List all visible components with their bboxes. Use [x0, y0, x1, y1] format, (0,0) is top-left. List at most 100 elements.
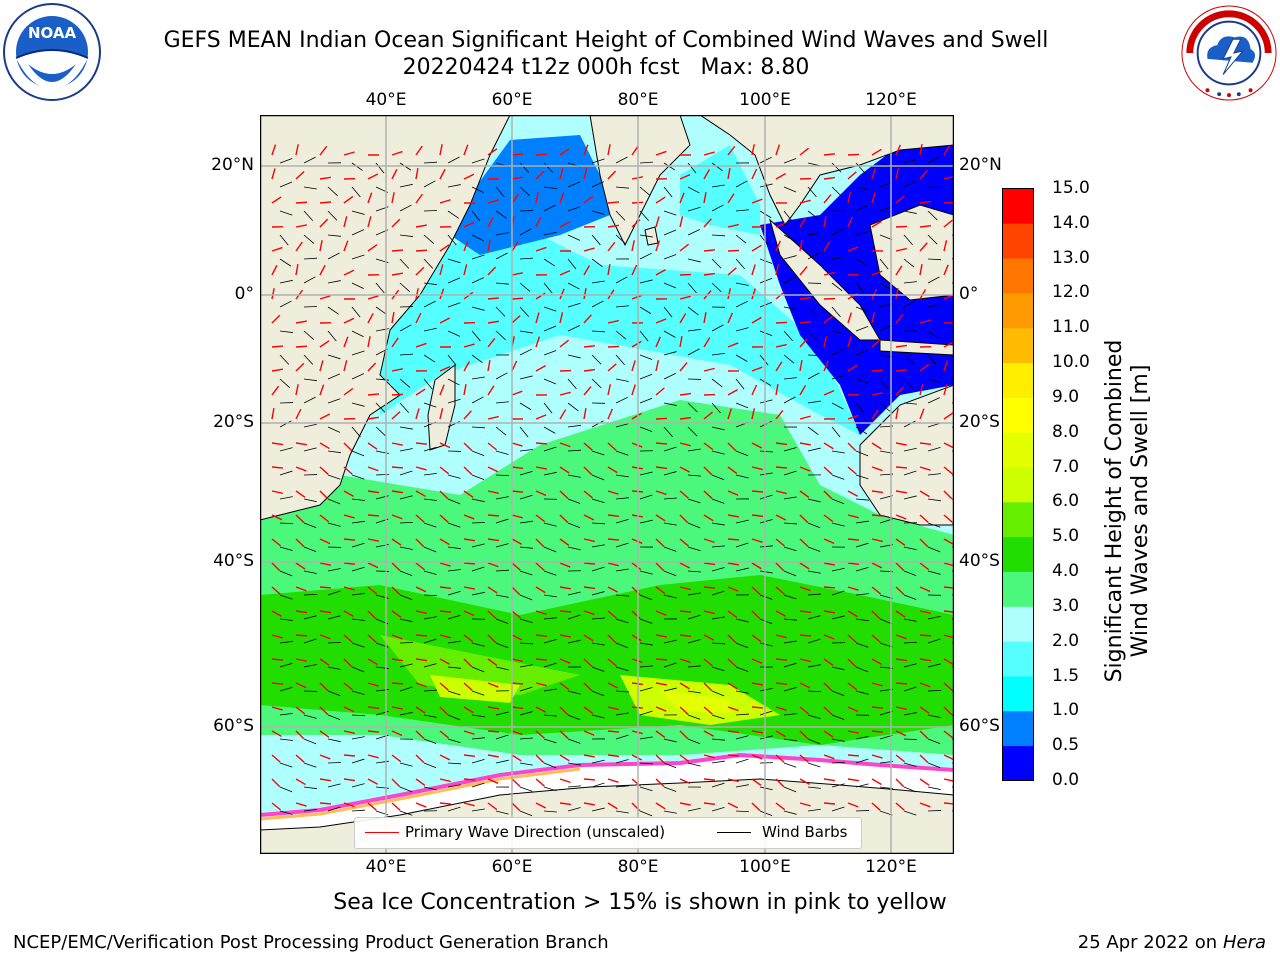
wind-barb	[639, 373, 653, 380]
wave-direction-arrow	[583, 778, 596, 781]
wind-barb	[831, 228, 844, 236]
wind-barb	[423, 210, 438, 212]
wind-barb	[783, 396, 796, 404]
wind-barb	[663, 662, 677, 668]
wave-direction-arrow	[583, 490, 593, 499]
wave-direction-arrow	[727, 490, 739, 496]
colorbar-tick-label: 3.0	[1052, 595, 1080, 616]
wind-barb	[759, 786, 773, 791]
wave-direction-arrow	[391, 658, 403, 662]
wind-barb	[399, 686, 413, 692]
wave-direction-arrow	[295, 658, 307, 662]
wind-barb	[639, 762, 653, 765]
wave-direction-arrow	[559, 634, 571, 638]
wave-direction-arrow	[535, 754, 545, 764]
wave-direction-arrow	[319, 384, 325, 396]
colorbar-bin	[1002, 188, 1034, 224]
wind-barb	[663, 786, 677, 792]
wave-direction-arrow	[487, 337, 496, 348]
wave-direction-arrow	[655, 417, 668, 420]
wind-barb	[351, 642, 365, 648]
wind-barb	[567, 402, 579, 412]
wave-direction-arrow	[751, 316, 762, 324]
wave-band-1-5m	[380, 225, 860, 435]
wave-direction-arrow	[463, 361, 471, 372]
wave-direction-arrow	[295, 362, 305, 372]
colorbar-bin	[1002, 641, 1034, 677]
wind-barb	[831, 714, 845, 720]
wind-barb	[567, 738, 581, 744]
wave-direction-arrow	[463, 706, 474, 714]
wave-direction-arrow	[295, 610, 307, 614]
wave-direction-arrow	[271, 514, 283, 521]
wind-barb	[543, 594, 557, 598]
wave-direction-arrow	[679, 313, 687, 324]
wind-barb	[519, 618, 533, 624]
wave-direction-arrow	[727, 145, 736, 156]
wave-direction-arrow	[895, 778, 905, 788]
wave-direction-arrow	[727, 168, 731, 180]
wave-band-6m-west	[430, 675, 520, 703]
wave-direction-arrow	[751, 264, 756, 276]
wind-barb	[543, 546, 557, 553]
wind-barb	[471, 234, 484, 242]
wave-direction-arrow	[463, 562, 476, 565]
wave-direction-arrow	[391, 730, 403, 737]
wind-barb	[903, 281, 917, 284]
wind-barb	[567, 474, 581, 478]
wave-direction-arrow	[727, 538, 740, 541]
wind-barb	[519, 348, 532, 356]
wind-barb	[351, 186, 361, 198]
wave-direction-arrow	[847, 658, 857, 668]
wind-barb	[591, 782, 605, 788]
wave-direction-arrow	[871, 514, 884, 517]
wave-direction-arrow	[775, 802, 786, 811]
wind-barb	[351, 373, 365, 380]
map-frame	[260, 115, 954, 854]
wind-barb	[447, 806, 461, 812]
wind-barb	[759, 301, 773, 308]
wave-direction-arrow	[919, 170, 928, 180]
wind-barb	[711, 522, 725, 526]
wave-direction-arrow	[895, 168, 900, 180]
wave-direction-arrow	[631, 562, 642, 571]
wind-barb	[279, 786, 293, 793]
wave-direction-arrow	[559, 312, 564, 324]
wind-barb	[783, 786, 797, 793]
wave-direction-arrow	[583, 802, 595, 806]
wind-barb	[327, 354, 341, 360]
wave-direction-arrow	[487, 682, 499, 688]
wind-barb	[783, 354, 795, 364]
wave-direction-arrow	[535, 365, 546, 372]
wave-direction-arrow	[919, 802, 931, 808]
wave-direction-arrow	[799, 514, 809, 524]
wind-barb	[639, 494, 653, 500]
wind-barb	[327, 450, 341, 454]
wind-barb	[519, 375, 533, 380]
wind-barb	[831, 256, 845, 260]
wave-direction-arrow	[871, 634, 881, 643]
colorbar-bin	[1002, 536, 1034, 572]
wave-direction-arrow	[487, 466, 499, 473]
wind-barb	[567, 639, 581, 644]
wave-direction-arrow	[727, 466, 738, 475]
wave-direction-arrow	[703, 514, 714, 522]
wave-direction-arrow	[271, 586, 281, 595]
wave-direction-arrow	[847, 706, 859, 713]
wave-direction-arrow	[463, 754, 476, 758]
wave-direction-arrow	[391, 514, 403, 520]
wind-barb	[327, 474, 341, 480]
wave-direction-arrow	[751, 586, 761, 595]
wind-barb	[519, 282, 531, 292]
wind-barb	[615, 497, 629, 500]
wind-barb	[327, 210, 338, 221]
wind-barb	[423, 498, 437, 501]
wave-direction-arrow	[535, 442, 548, 445]
wave-direction-arrow	[463, 240, 469, 252]
wave-direction-arrow	[871, 490, 883, 494]
wind-barb	[591, 158, 605, 164]
wave-direction-arrow	[775, 562, 785, 572]
wave-direction-arrow	[919, 490, 930, 498]
wind-barb	[423, 546, 437, 553]
wind-barb	[687, 546, 701, 552]
